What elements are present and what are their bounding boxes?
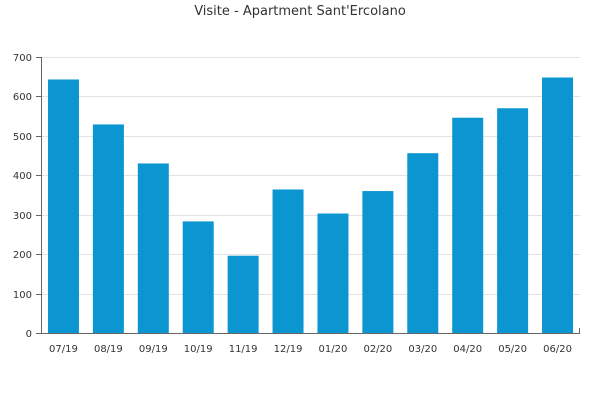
x-tick-label: 10/19	[184, 344, 213, 355]
x-tick-label: 12/19	[274, 344, 303, 355]
x-tick-label: 08/19	[94, 344, 123, 355]
y-tick-label: 500	[13, 132, 32, 143]
bar	[47, 79, 79, 333]
x-tick-label: 01/20	[319, 344, 348, 355]
x-tick-label: 03/20	[408, 344, 437, 355]
bar	[137, 163, 169, 333]
x-tick-label: 05/20	[498, 344, 527, 355]
bar	[542, 77, 574, 333]
y-tick-label: 300	[13, 211, 32, 222]
y-tick-label: 200	[13, 250, 32, 261]
y-tick-label: 400	[13, 171, 32, 182]
x-tick-label: 11/19	[229, 344, 258, 355]
y-tick-label: 100	[13, 290, 32, 301]
bar	[182, 221, 214, 333]
y-tick-label: 600	[13, 92, 32, 103]
x-tick-label: 04/20	[453, 344, 482, 355]
bar	[92, 124, 124, 334]
y-tick-label: 0	[26, 329, 32, 340]
bar	[227, 255, 259, 333]
bar	[362, 191, 394, 333]
x-tick-label: 07/19	[49, 344, 78, 355]
x-tick-label: 06/20	[543, 344, 572, 355]
bar	[452, 117, 484, 333]
chart-title: Visite - Apartment Sant'Ercolano	[194, 4, 406, 19]
bar	[317, 213, 349, 333]
y-tick-label: 700	[13, 53, 32, 64]
x-tick-label: 09/19	[139, 344, 168, 355]
bar	[272, 189, 304, 333]
x-tick-label: 02/20	[363, 344, 392, 355]
bar	[497, 108, 529, 333]
bar	[407, 153, 439, 333]
